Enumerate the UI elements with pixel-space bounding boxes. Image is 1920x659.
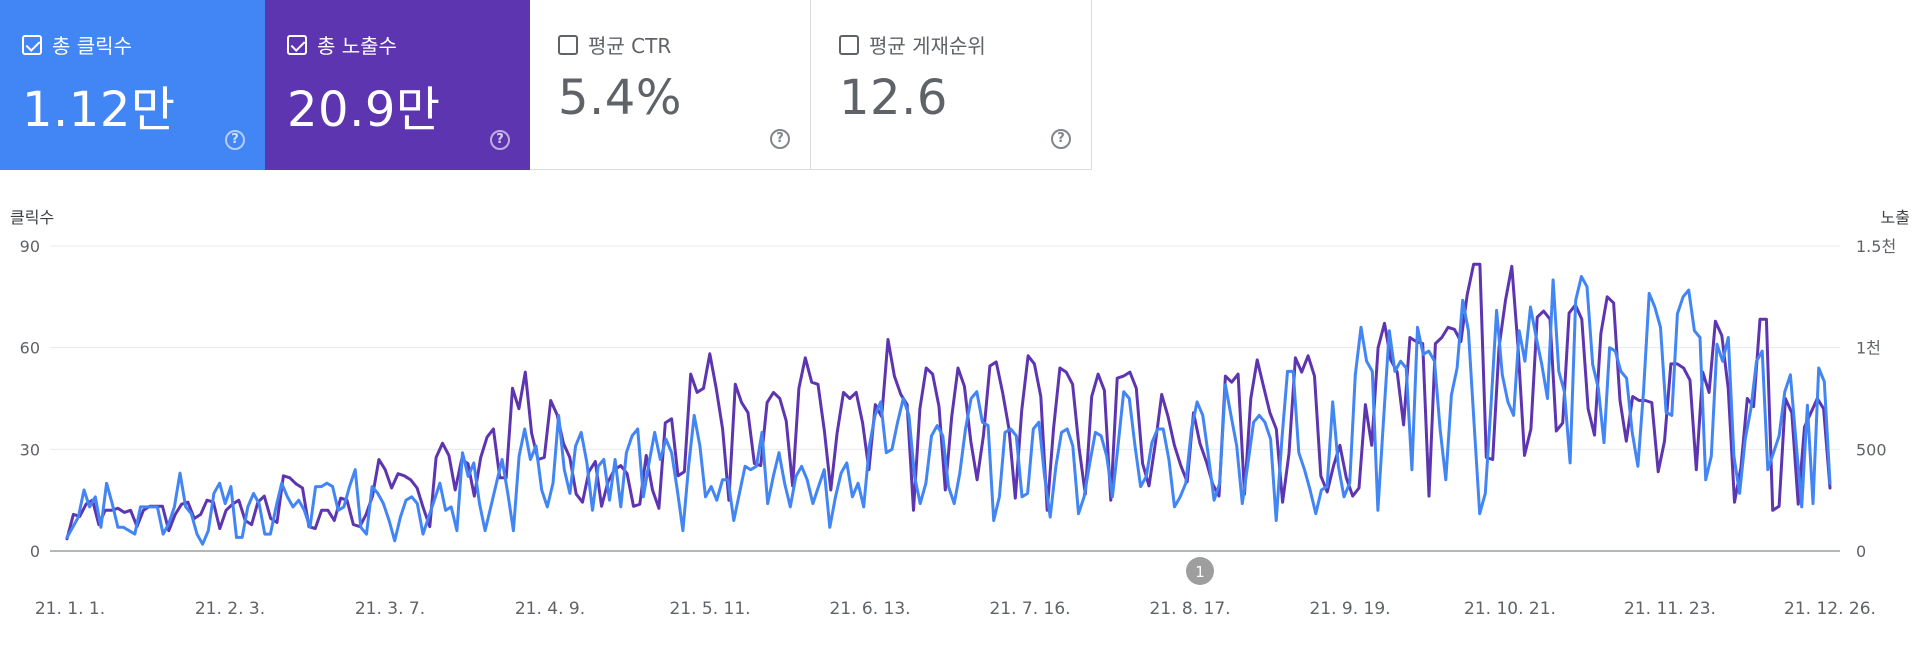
- left-tick-label: 30: [20, 440, 40, 459]
- x-tick-label: 21. 8. 17.: [1149, 599, 1230, 619]
- right-tick-label: 1.5천: [1856, 237, 1896, 256]
- x-tick-label: 21. 11. 23.: [1624, 599, 1716, 619]
- help-icon[interactable]: ?: [225, 130, 245, 150]
- total-clicks-label: 총 클릭수: [52, 34, 132, 58]
- average-position-checkbox[interactable]: [839, 34, 859, 55]
- help-icon[interactable]: ?: [1051, 129, 1071, 149]
- average-ctr-checkbox[interactable]: [558, 34, 578, 55]
- x-tick-label: 21. 9. 19.: [1309, 599, 1390, 619]
- x-tick-label: 21. 2. 3.: [195, 599, 265, 619]
- annotation-label: 1: [1195, 563, 1205, 581]
- series-lines: [65, 262, 1832, 546]
- left-tick-label: 60: [20, 339, 40, 358]
- x-tick-label: 21. 7. 16.: [989, 599, 1070, 619]
- left-tick-label: 90: [20, 237, 40, 256]
- right-tick-label: 1천: [1856, 339, 1881, 358]
- right-tick-label: 500: [1856, 440, 1887, 459]
- left-axis-ticks: 0 30 60 90: [20, 237, 40, 561]
- x-axis-ticks: 21. 1. 1. 21. 2. 3. 21. 3. 7. 21. 4. 9. 21. …: [35, 599, 1876, 619]
- total-impressions-checkbox[interactable]: [287, 34, 307, 55]
- total-clicks-header: 총 클릭수: [22, 30, 132, 59]
- total-clicks-checkbox[interactable]: [22, 34, 42, 55]
- checkmark-icon: [290, 36, 306, 52]
- total-clicks-value: 1.12만: [22, 82, 176, 138]
- average-ctr-header: 평균 CTR: [558, 30, 671, 59]
- annotation-marker[interactable]: 1: [1186, 557, 1214, 585]
- average-ctr-card[interactable]: 평균 CTR 5.4% ?: [530, 0, 811, 170]
- average-position-card[interactable]: 평균 게재순위 12.6 ?: [811, 0, 1092, 170]
- x-tick-label: 21. 10. 21.: [1464, 599, 1556, 619]
- right-axis-ticks: 0 500 1천 1.5천: [1856, 237, 1896, 561]
- checkmark-icon: [25, 36, 41, 52]
- x-tick-label: 21. 4. 9.: [515, 599, 585, 619]
- x-tick-label: 21. 6. 13.: [829, 599, 910, 619]
- average-position-label: 평균 게재순위: [869, 34, 986, 58]
- help-icon[interactable]: ?: [490, 130, 510, 150]
- x-tick-label: 21. 12. 26.: [1784, 599, 1876, 619]
- total-clicks-card[interactable]: 총 클릭수 1.12만 ?: [0, 0, 265, 170]
- average-position-header: 평균 게재순위: [839, 30, 986, 59]
- left-tick-label: 0: [30, 542, 40, 561]
- annotation-circle[interactable]: [1186, 557, 1214, 585]
- left-axis-title: 클릭수: [10, 208, 54, 227]
- average-ctr-value: 5.4%: [558, 70, 682, 126]
- total-impressions-card[interactable]: 총 노출수 20.9만 ?: [265, 0, 530, 170]
- clicks-line: [65, 275, 1832, 546]
- total-impressions-header: 총 노출수: [287, 30, 397, 59]
- help-icon[interactable]: ?: [770, 129, 790, 149]
- total-impressions-value: 20.9만: [287, 82, 441, 138]
- right-axis-title: 노출: [1881, 208, 1910, 227]
- performance-chart: 클릭수 노출 0 30 60 90 0 500 1천 1.5천 21. 1. 1. 21. 2…: [10, 208, 1910, 619]
- x-tick-label: 21. 1. 1.: [35, 599, 105, 619]
- average-ctr-label: 평균 CTR: [588, 34, 672, 58]
- x-tick-label: 21. 5. 11.: [669, 599, 750, 619]
- average-position-value: 12.6: [839, 70, 948, 126]
- x-tick-label: 21. 3. 7.: [355, 599, 425, 619]
- right-tick-label: 0: [1856, 542, 1866, 561]
- grid-lines: [50, 245, 1840, 552]
- total-impressions-label: 총 노출수: [317, 34, 397, 58]
- metric-cards: 총 클릭수 1.12만 ? 총 노출수 20.9만 ? 평균 CTR 5.4% …: [0, 0, 1092, 170]
